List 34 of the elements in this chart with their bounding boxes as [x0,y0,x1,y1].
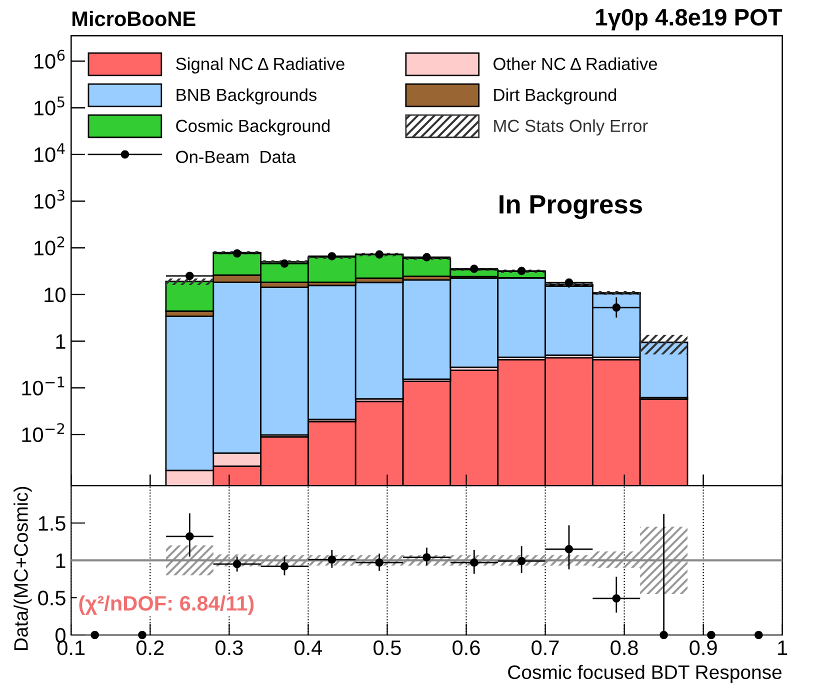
x-tick-label: 0.4 [294,640,322,656]
legend-label: MC Stats Only Error [494,119,648,136]
text: MicroBooNE [72,10,196,26]
x-tick-label: 0.6 [452,640,480,656]
x-axis-title: Cosmic focused BDT Response [508,664,782,683]
x-tick-label: 0.3 [216,640,243,656]
legend-label: Other NC Δ Radiative [494,57,657,70]
x-tick-label: 0.9 [690,640,717,656]
legend-label: Signal NC Δ Radiative [176,57,344,74]
y-tick-label: 10$^{6}$ [34,50,65,69]
y-tick-label: 1 [56,334,66,349]
y-tick-label: 1.5 [38,516,66,531]
x-tick-label: 0.2 [136,640,164,656]
y-tick-label: 10$^{−2}$ [22,423,64,442]
y-tick-label: 1 [56,554,66,568]
text: 1γ0p 4.8e19 POT [596,8,782,30]
x-tick-label: 0.7 [532,640,559,656]
y-tick-label: 10$^{4}$ [34,143,65,162]
annotation: (χ²/nDOF: 6.84/11) [79,595,254,615]
legend-label: Dirt Background [494,88,616,105]
legend-label: Cosmic Background [176,119,330,136]
legend-label: BNB Backgrounds [176,88,317,105]
y-tick-label: 10 [44,287,66,302]
x-tick-label: 1 [778,640,788,655]
legend-label: On-Beam Data [176,150,296,164]
y-tick-label: 0.5 [38,590,66,606]
x-tick-label: 0.8 [610,640,638,656]
y-tick-label: 10$^{5}$ [34,96,64,116]
x-tick-label: 0.5 [374,640,401,656]
annotation: In Progress [500,195,642,220]
y-tick-label: 10$^{−1}$ [22,376,64,396]
y-tick-label: 10$^{2}$ [34,236,64,256]
y-axis-title: Data/(MC+Cosmic) [14,486,32,650]
y-tick-label: 10$^{3}$ [34,190,64,209]
